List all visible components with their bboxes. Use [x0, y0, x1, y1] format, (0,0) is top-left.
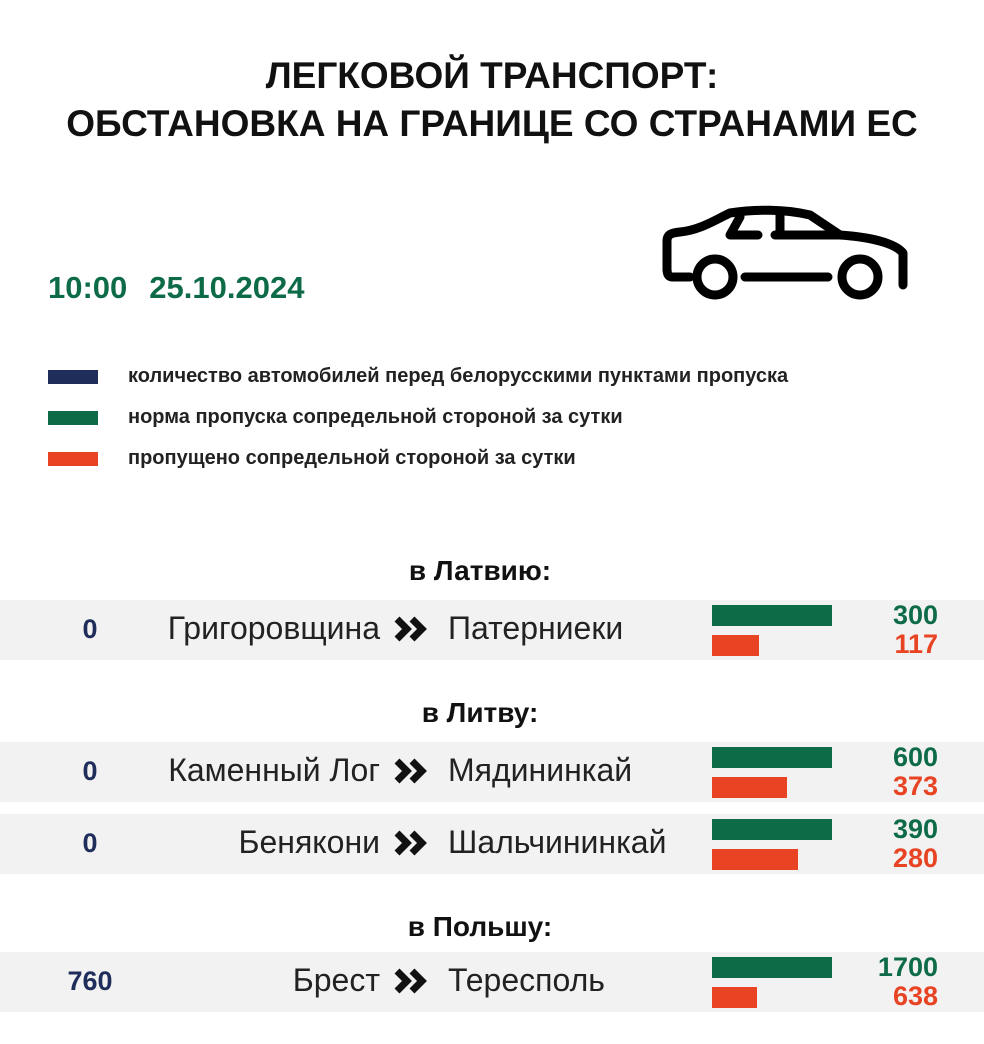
queue-count: 0	[82, 756, 98, 786]
passed-value: 280	[892, 843, 938, 873]
passed-bar	[712, 777, 787, 798]
queue-count: 0	[82, 614, 98, 644]
norm-value: 1700	[877, 952, 938, 982]
destination-checkpoint: Шальчининкай	[448, 824, 667, 860]
timestamp: 10:00 25.10.2024	[48, 270, 326, 306]
legend-swatch	[48, 369, 98, 384]
norm-value: 390	[892, 814, 938, 844]
passed-value: 638	[892, 981, 938, 1011]
legend-item-queue: количество автомобилей перед белорусским…	[48, 356, 788, 397]
legend-swatch	[48, 410, 98, 425]
crossing-row: 0 Каменный Лог Мядининкай 600 373	[0, 742, 984, 802]
date: 25.10.2024	[149, 270, 305, 305]
section-header: в Латвию:	[408, 555, 552, 586]
queue-count: 0	[82, 828, 98, 858]
passed-value: 117	[894, 629, 938, 659]
legend-item-passed: пропущено сопредельной стороной за сутки	[48, 438, 788, 479]
crossing-row: 0 Григоровщина Патерниеки 300 117	[0, 600, 984, 660]
chevrons-right-icon	[394, 616, 427, 642]
crossing-row: 760 Брест Тересполь 1700 638	[0, 952, 984, 1012]
origin-checkpoint: Бенякони	[238, 824, 381, 860]
time: 10:00	[48, 270, 128, 305]
section-header: в Польшу:	[407, 911, 553, 942]
section-header: в Литву:	[421, 697, 539, 728]
norm-bar	[712, 747, 832, 768]
legend-item-norm: норма пропуска сопредельной стороной за …	[48, 397, 788, 438]
chevrons-right-icon	[394, 830, 427, 856]
title-line: ОБСТАНОВКА НА ГРАНИЦЕ СО СТРАНАМИ ЕС	[66, 103, 918, 144]
passed-value: 373	[892, 771, 938, 801]
passed-bar	[712, 635, 759, 656]
passed-bar	[712, 987, 757, 1008]
origin-checkpoint: Брест	[292, 962, 380, 998]
origin-checkpoint: Каменный Лог	[168, 752, 380, 788]
passed-bar	[712, 849, 798, 870]
legend-label: количество автомобилей перед белорусским…	[128, 365, 789, 387]
norm-bar	[712, 605, 832, 626]
legend-label: пропущено сопредельной стороной за сутки	[128, 447, 576, 469]
legend: количество автомобилей перед белорусским…	[48, 356, 788, 479]
origin-checkpoint: Григоровщина	[167, 610, 380, 646]
destination-checkpoint: Мядининкай	[448, 752, 633, 788]
page-title: ЛЕГКОВОЙ ТРАНСПОРТ: ОБСТАНОВКА НА ГРАНИЦ…	[0, 52, 984, 148]
norm-bar	[712, 957, 832, 978]
title-line: ЛЕГКОВОЙ ТРАНСПОРТ:	[265, 55, 719, 96]
legend-label: норма пропуска сопредельной стороной за …	[128, 406, 623, 428]
norm-bar	[712, 819, 832, 840]
destination-checkpoint: Тересполь	[448, 962, 605, 998]
legend-swatch	[48, 451, 98, 466]
destination-checkpoint: Патерниеки	[448, 610, 624, 646]
car-icon	[662, 205, 908, 300]
chevrons-right-icon	[394, 968, 427, 994]
chevrons-right-icon	[394, 758, 427, 784]
crossing-row: 0 Бенякони Шальчининкай 390 280	[0, 814, 984, 874]
norm-value: 600	[892, 742, 938, 772]
queue-count: 760	[67, 966, 113, 996]
norm-value: 300	[892, 600, 938, 630]
